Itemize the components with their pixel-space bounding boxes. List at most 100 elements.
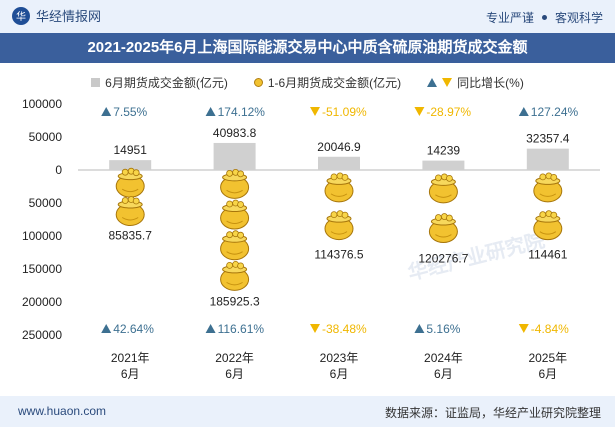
growth-label: 127.24% (531, 105, 579, 119)
x-tick-label: 2022年 (215, 351, 254, 365)
coin-pot-icon (220, 199, 250, 230)
coin (237, 231, 245, 239)
legend-label-cumulative: 1-6月期货成交金额(亿元) (267, 76, 402, 90)
coin (539, 211, 547, 219)
growth-monthly: -51.09% (310, 105, 367, 119)
bar-monthly (318, 156, 360, 170)
growth-label: 7.55% (113, 105, 147, 119)
bar-value-label: 32357.4 (526, 132, 570, 146)
coin (341, 173, 349, 181)
cumulative-value-label: 85835.7 (109, 229, 153, 243)
legend-up-triangle-icon (427, 78, 438, 87)
growth-label: -51.09% (322, 105, 367, 119)
down-triangle-icon (310, 324, 320, 333)
growth-label: -4.84% (531, 322, 569, 336)
footer-source: 数据来源：证监局，华经产业研究院整理 (384, 406, 601, 420)
x-tick-label: 6月 (225, 367, 244, 381)
coin (237, 262, 245, 270)
coin-pot-icon (428, 213, 458, 244)
up-triangle-icon (101, 107, 112, 116)
pot-shine (121, 217, 139, 221)
legend-bar-swatch (91, 78, 101, 87)
growth-cumulative: -4.84% (518, 322, 569, 336)
pot-shine (226, 251, 243, 255)
coin-pot-icon (324, 210, 354, 241)
growth-label: 5.16% (426, 322, 460, 336)
coin (237, 170, 245, 178)
up-triangle-icon (101, 324, 112, 333)
coin (132, 197, 140, 205)
up-triangle-icon (414, 324, 425, 333)
pot-shine (330, 231, 348, 235)
coin (226, 200, 234, 208)
legend-item-monthly[interactable]: 6月期货成交金额(亿元) (91, 74, 228, 91)
pot-shine (121, 188, 139, 193)
y-tick-label: 150000 (22, 262, 62, 276)
coin (226, 169, 234, 177)
site-name: 华经情报网 (36, 9, 102, 24)
coin (445, 174, 453, 182)
footer-url[interactable]: www.huaon.com (18, 404, 107, 418)
x-tick-label: 2021年 (111, 351, 150, 365)
legend-label-growth: 同比增长(%) (457, 76, 524, 90)
x-tick-label: 6月 (538, 367, 557, 381)
up-triangle-icon (518, 107, 529, 116)
x-tick-label: 6月 (121, 367, 140, 381)
coin (434, 174, 442, 182)
slogan-tag-2: 客观科学 (554, 11, 603, 25)
growth-label: -38.48% (322, 322, 367, 336)
chart-title: 2021-2025年6月上海国际能源交易中心中质含硫原油期货成交金额 (0, 33, 615, 63)
x-tick-label: 2025年 (528, 351, 567, 365)
cumulative-value-label: 114461 (528, 248, 567, 262)
brand[interactable]: 华 华经情报网 (12, 6, 101, 25)
growth-label: 116.61% (218, 322, 265, 336)
bar-monthly (213, 142, 256, 170)
coin (330, 173, 338, 181)
bar-monthly (422, 160, 465, 170)
bar-value-label: 20046.9 (317, 140, 361, 154)
coin (330, 211, 338, 219)
growth-cumulative: 5.16% (414, 322, 461, 336)
coin-pot-icon (533, 210, 563, 241)
x-tick-label: 6月 (434, 367, 453, 381)
legend-coin-pot-icon (253, 78, 263, 87)
bar-monthly (109, 160, 152, 170)
coin (434, 214, 442, 221)
coin (550, 173, 558, 181)
footer: www.huaon.com 数据来源：证监局，华经产业研究院整理 (0, 396, 615, 427)
x-tick-label: 2023年 (320, 351, 359, 365)
down-triangle-icon (310, 107, 320, 116)
pot-shine (539, 231, 557, 235)
coin (226, 261, 234, 269)
coin-pot-icon (428, 173, 458, 204)
coin (121, 197, 129, 204)
coin (445, 214, 453, 222)
coin-pot-icon (220, 168, 250, 199)
pot-shine (539, 193, 557, 197)
bar-value-label: 14239 (427, 144, 461, 158)
bar-value-label: 14951 (114, 143, 148, 157)
x-tick-label: 2024年 (424, 351, 463, 365)
bar-value-label: 40983.8 (213, 126, 257, 140)
growth-label: -28.97% (426, 105, 471, 119)
legend-item-cumulative[interactable]: 1-6月期货成交金额(亿元) (253, 74, 402, 91)
up-triangle-icon (205, 107, 216, 116)
coin (539, 173, 547, 181)
growth-label: 174.12% (218, 105, 266, 119)
down-triangle-icon (518, 324, 529, 333)
y-tick-label: 250000 (22, 328, 62, 342)
coin-pot-icon (533, 172, 563, 203)
coin (226, 231, 234, 239)
slogan: 专业严谨 客观科学 (486, 9, 603, 26)
y-tick-label: 100000 (22, 97, 62, 111)
pot-shine (330, 193, 348, 197)
cumulative-value-label: 120276.7 (418, 251, 468, 265)
growth-monthly: 7.55% (101, 105, 148, 119)
legend-item-growth[interactable]: 同比增长(%) (427, 74, 524, 91)
y-tick-label: 100000 (22, 229, 62, 243)
coin-pot-icon (324, 172, 354, 203)
y-tick-label: 50000 (29, 196, 63, 210)
coin-pot-icon (115, 196, 145, 226)
cumulative-value-label: 185925.3 (210, 295, 260, 309)
coin (550, 211, 558, 219)
